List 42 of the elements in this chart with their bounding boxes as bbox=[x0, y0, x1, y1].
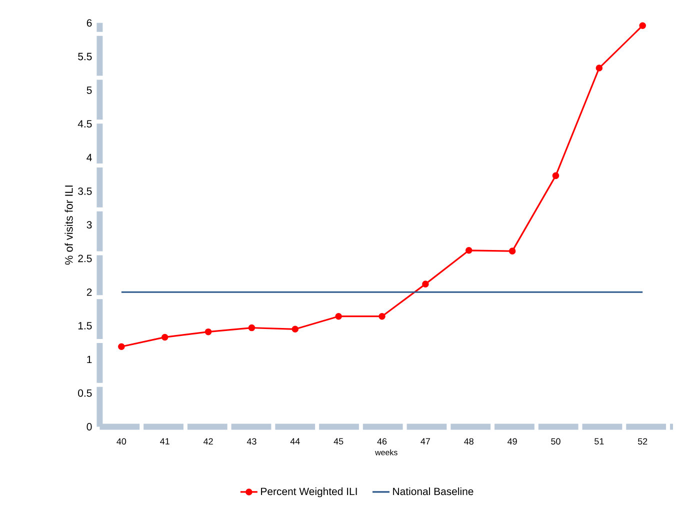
y-tick-label: 0.5 bbox=[78, 389, 92, 397]
y-axis-title: % of visits for ILI bbox=[64, 185, 73, 264]
x-tick-label: 47 bbox=[420, 438, 430, 444]
x-tick-label: 43 bbox=[246, 438, 256, 444]
x-tick-label: 46 bbox=[377, 438, 387, 444]
x-tick-label: 51 bbox=[594, 438, 604, 444]
x-tick-label: 42 bbox=[204, 438, 213, 444]
point bbox=[204, 328, 212, 336]
y-tick-label: 6 bbox=[86, 19, 92, 26]
y-tick-label: 4.5 bbox=[78, 120, 92, 128]
y-tick-label: 5 bbox=[86, 86, 92, 94]
point bbox=[508, 247, 516, 254]
y-tick-label: 2 bbox=[86, 288, 92, 296]
y-tick-label: 0 bbox=[86, 422, 92, 430]
point bbox=[292, 326, 299, 332]
y-tick-label: 1 bbox=[87, 356, 92, 363]
point bbox=[161, 334, 168, 340]
x-tick-label: 44 bbox=[290, 438, 300, 444]
y-tick-label: 2.5 bbox=[78, 254, 92, 262]
x-tick-label: 40 bbox=[116, 438, 126, 444]
point bbox=[639, 22, 646, 29]
point bbox=[118, 343, 125, 350]
x-tick-label: 41 bbox=[160, 438, 170, 444]
point bbox=[465, 246, 472, 254]
legend-label: National Baseline bbox=[393, 487, 474, 495]
x-tick-label: 45 bbox=[334, 438, 344, 444]
x-tick-label: 49 bbox=[508, 438, 517, 444]
x-tick-label: 52 bbox=[638, 438, 648, 444]
legend-label: Percent Weighted ILI bbox=[261, 487, 357, 497]
point bbox=[422, 280, 429, 288]
point bbox=[552, 172, 560, 179]
y-tick-label: 4 bbox=[86, 154, 92, 161]
point bbox=[248, 324, 256, 331]
point bbox=[378, 312, 386, 320]
y-tick-label: 3 bbox=[86, 220, 92, 228]
point bbox=[335, 312, 342, 320]
y-tick-label: 3.5 bbox=[78, 187, 92, 195]
y-tick-label: 1.5 bbox=[78, 322, 92, 330]
y-tick-label: 5.5 bbox=[78, 52, 92, 60]
x-tick-label: 48 bbox=[464, 438, 474, 444]
x-tick-label: 50 bbox=[551, 438, 560, 444]
point bbox=[596, 64, 603, 72]
